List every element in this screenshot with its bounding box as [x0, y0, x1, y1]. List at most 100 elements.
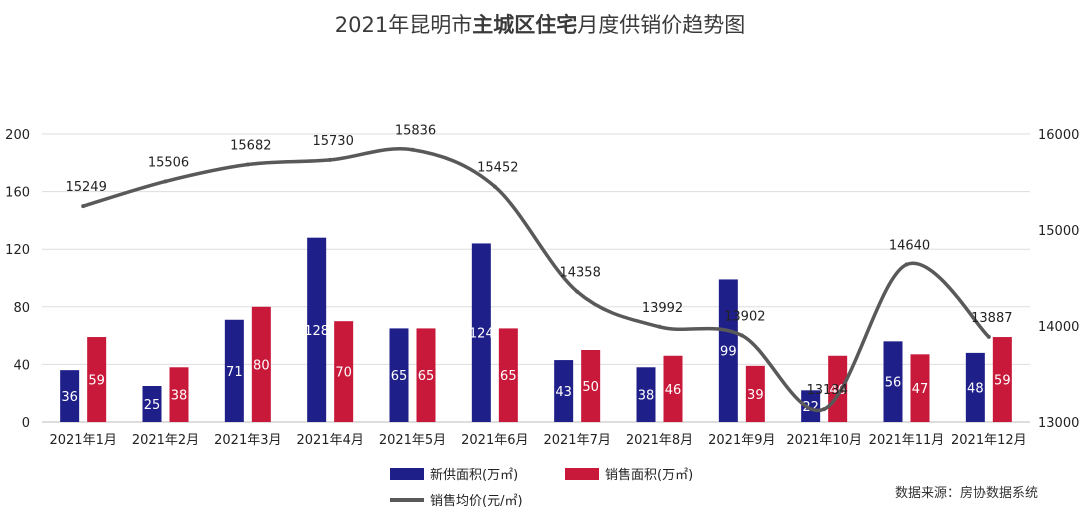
- bar-sales-area-label: 47: [912, 382, 929, 397]
- bar-sales-area-label: 39: [747, 388, 764, 403]
- avg-price-point: [245, 162, 250, 167]
- bar-new-supply: [307, 237, 327, 422]
- bar-new-supply: [224, 319, 244, 422]
- x-tick-label: 2021年11月: [869, 433, 945, 448]
- x-axis: 2021年1月 2021年2月 2021年3月 2021年4月 2021年5月 2021年…: [49, 433, 1026, 448]
- avg-price-point: [410, 147, 415, 152]
- chart-title-part-1: 2021年昆明市: [335, 13, 472, 37]
- bar-sales-area: [169, 367, 189, 422]
- y-right-tick-label: 16000: [1038, 128, 1079, 143]
- avg-price-label: 15506: [148, 155, 189, 170]
- data-source: 数据来源：房协数据系统: [895, 485, 1038, 501]
- bar-sales-area: [663, 355, 683, 422]
- bar-new-supply-label: 48: [967, 381, 984, 396]
- avg-price-point: [163, 179, 168, 184]
- x-tick-label: 2021年12月: [951, 433, 1027, 448]
- x-tick-label: 2021年6月: [461, 433, 528, 448]
- x-tick-label: 2021年1月: [49, 433, 116, 448]
- avg-price-label: 13887: [971, 311, 1012, 326]
- avg-price-label: 15452: [477, 161, 518, 176]
- bar-new-supply: [471, 243, 491, 422]
- bar-sales-area-label: 38: [171, 389, 188, 404]
- avg-price-label: 15249: [65, 180, 106, 195]
- y-left-tick-label: 200: [5, 128, 30, 143]
- gridlines: [42, 133, 1030, 423]
- legend-swatch-new-supply: [390, 468, 424, 480]
- bar-sales-area: [87, 337, 107, 422]
- legend-swatch-sales-area: [565, 468, 599, 480]
- bar-sales-area: [992, 337, 1012, 422]
- y-axis-left: 0 40 80 120 160 200: [5, 128, 30, 431]
- legend-label-sales-area: 销售面积(万㎡): [605, 467, 693, 483]
- bar-new-supply-label: 99: [720, 345, 737, 360]
- chart-title: 2021年昆明市主城区住宅月度供销价趋势图: [335, 13, 745, 37]
- y-left-tick-label: 40: [13, 358, 30, 373]
- bar-new-supply-label: 128: [304, 324, 329, 339]
- legend: 新供面积(万㎡) 销售面积(万㎡) 销售均价(元/㎡): [390, 467, 693, 509]
- bar-new-supply: [801, 390, 821, 422]
- bar-sales-area-label: 80: [253, 358, 270, 373]
- y-left-tick-label: 80: [13, 301, 30, 316]
- bar-new-supply-label: 25: [144, 398, 161, 413]
- avg-price-label: 14358: [559, 266, 600, 281]
- avg-price-point: [575, 289, 580, 294]
- avg-price-point: [492, 184, 497, 189]
- avg-price-point: [739, 333, 744, 338]
- bar-new-supply: [636, 367, 656, 422]
- avg-price-label: 14640: [889, 239, 930, 254]
- avg-price-label: 13902: [724, 309, 765, 324]
- bar-sales-area-label: 59: [994, 374, 1011, 389]
- avg-price-point: [328, 157, 333, 162]
- legend-label-new-supply: 新供面积(万㎡): [430, 467, 518, 483]
- bar-new-supply: [718, 279, 738, 422]
- avg-price-point: [657, 324, 662, 329]
- x-tick-label: 2021年2月: [132, 433, 199, 448]
- y-right-tick-label: 13000: [1038, 416, 1079, 431]
- bar-new-supply-label: 124: [469, 327, 494, 342]
- bar-new-supply: [554, 360, 574, 422]
- x-tick-label: 2021年3月: [214, 433, 281, 448]
- x-tick-label: 2021年8月: [626, 433, 693, 448]
- bar-sales-area: [498, 328, 518, 422]
- bar-new-supply-label: 65: [391, 369, 408, 384]
- x-tick-label: 2021年4月: [296, 433, 363, 448]
- bar-new-supply-label: 71: [226, 365, 243, 380]
- legend-label-avg-price: 销售均价(元/㎡): [430, 493, 523, 509]
- y-left-tick-label: 120: [5, 243, 30, 258]
- bar-sales-area: [416, 328, 436, 422]
- avg-price-point: [986, 334, 991, 339]
- avg-price-point: [822, 407, 827, 412]
- price-line: 15249 15506 15682 15730 15836 15452 14358 13992…: [65, 124, 1013, 413]
- bar-sales-area: [828, 355, 848, 422]
- bar-sales-area: [745, 365, 765, 422]
- y-left-tick-label: 0: [22, 416, 30, 431]
- bar-new-supply-label: 56: [885, 376, 902, 391]
- avg-price-label: 15682: [230, 139, 271, 154]
- x-tick-label: 2021年10月: [786, 433, 862, 448]
- bar-sales-area: [334, 321, 354, 422]
- bar-new-supply-label: 38: [638, 389, 655, 404]
- chart-title-part-3: 月度供销价趋势图: [577, 13, 745, 37]
- avg-price-label: 15836: [395, 124, 436, 139]
- avg-price-label: 15730: [312, 134, 353, 149]
- bar-sales-area: [910, 354, 930, 422]
- bar-sales-area-label: 46: [665, 383, 682, 398]
- bar-new-supply: [60, 370, 80, 422]
- chart-title-part-2: 主城区住宅: [472, 13, 577, 37]
- y-right-tick-label: 14000: [1038, 320, 1079, 335]
- bar-new-supply: [389, 328, 409, 422]
- bar-new-supply: [883, 341, 903, 422]
- y-left-tick-label: 160: [5, 186, 30, 201]
- y-axis-right: 13000 14000 15000 16000: [1038, 128, 1079, 431]
- avg-price-line: [82, 147, 991, 413]
- avg-price-point: [81, 204, 86, 209]
- avg-price-label: 13134: [806, 383, 847, 398]
- y-right-tick-label: 15000: [1038, 224, 1079, 239]
- bar-new-supply: [142, 386, 162, 422]
- avg-price-label: 13992: [642, 301, 683, 316]
- bar-sales-area-label: 65: [418, 369, 435, 384]
- bar-sales-area: [581, 350, 601, 422]
- bar-sales-area-label: 70: [335, 366, 352, 381]
